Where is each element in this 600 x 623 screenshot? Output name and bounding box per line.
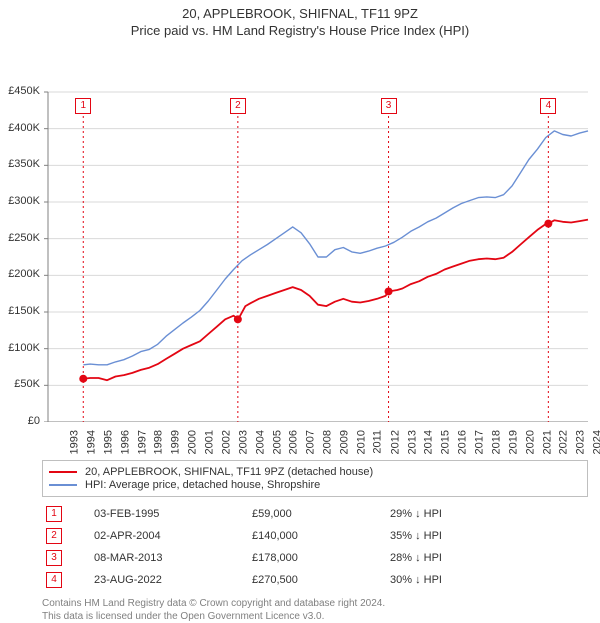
x-tick-label: 2004 (254, 430, 266, 454)
tx-delta: 35% ↓ HPI (386, 525, 588, 547)
table-row: 2 02-APR-2004£140,00035% ↓ HPI (42, 525, 588, 547)
y-tick-label: £200K (2, 268, 40, 280)
x-tick-label: 2007 (305, 430, 317, 454)
y-tick-label: £250K (2, 232, 40, 244)
footer-line: Contains HM Land Registry data © Crown c… (42, 597, 588, 610)
table-row: 3 08-MAR-2013£178,00028% ↓ HPI (42, 547, 588, 569)
x-tick-label: 2022 (558, 430, 570, 454)
x-tick-label: 2015 (440, 430, 452, 454)
x-tick-label: 1993 (68, 430, 80, 454)
y-tick-label: £300K (2, 195, 40, 207)
footer-line: This data is licensed under the Open Gov… (42, 610, 588, 623)
x-tick-label: 2023 (575, 430, 587, 454)
x-tick-label: 2017 (473, 430, 485, 454)
x-tick-label: 2024 (592, 430, 600, 454)
x-tick-label: 2020 (524, 430, 536, 454)
x-tick-label: 2003 (237, 430, 249, 454)
transaction-marker: 3 (381, 98, 397, 114)
x-tick-label: 2010 (355, 430, 367, 454)
x-tick-label: 2021 (541, 430, 553, 454)
x-tick-label: 1998 (153, 430, 165, 454)
x-tick-label: 2008 (322, 430, 334, 454)
tx-delta: 30% ↓ HPI (386, 569, 588, 591)
x-tick-label: 1994 (85, 430, 97, 454)
transaction-marker: 4 (540, 98, 556, 114)
x-tick-label: 2016 (457, 430, 469, 454)
transaction-marker-icon: 4 (46, 572, 62, 588)
transaction-marker-icon: 1 (46, 506, 62, 522)
y-tick-label: £350K (2, 158, 40, 170)
x-tick-label: 2011 (371, 430, 383, 454)
x-tick-label: 2013 (406, 430, 418, 454)
y-tick-label: £400K (2, 122, 40, 134)
x-tick-label: 2019 (507, 430, 519, 454)
page-title-sub: Price paid vs. HM Land Registry's House … (0, 23, 600, 38)
footer-attribution: Contains HM Land Registry data © Crown c… (42, 597, 588, 623)
x-tick-label: 2000 (187, 430, 199, 454)
tx-delta: 28% ↓ HPI (386, 547, 588, 569)
x-tick-label: 1995 (102, 430, 114, 454)
x-tick-label: 1999 (170, 430, 182, 454)
x-tick-label: 2006 (288, 430, 300, 454)
tx-date: 08-MAR-2013 (90, 547, 248, 569)
tx-price: £140,000 (248, 525, 386, 547)
legend-swatch (49, 484, 77, 486)
page-title-address: 20, APPLEBROOK, SHIFNAL, TF11 9PZ (0, 6, 600, 21)
legend-swatch (49, 471, 77, 473)
chart-legend: 20, APPLEBROOK, SHIFNAL, TF11 9PZ (detac… (42, 460, 588, 497)
tx-date: 23-AUG-2022 (90, 569, 248, 591)
legend-label: 20, APPLEBROOK, SHIFNAL, TF11 9PZ (detac… (85, 466, 373, 478)
price-chart: £0£50K£100K£150K£200K£250K£300K£350K£400… (0, 42, 600, 422)
tx-price: £59,000 (248, 503, 386, 525)
tx-price: £270,500 (248, 569, 386, 591)
legend-row-hpi: HPI: Average price, detached house, Shro… (49, 479, 581, 491)
y-tick-label: £100K (2, 342, 40, 354)
y-tick-label: £50K (2, 378, 40, 390)
x-tick-label: 1996 (119, 430, 131, 454)
table-row: 4 23-AUG-2022£270,50030% ↓ HPI (42, 569, 588, 591)
table-row: 1 03-FEB-1995£59,00029% ↓ HPI (42, 503, 588, 525)
legend-label: HPI: Average price, detached house, Shro… (85, 479, 320, 491)
transactions-table: 1 03-FEB-1995£59,00029% ↓ HPI 2 02-APR-2004… (42, 503, 588, 591)
x-tick-label: 1997 (136, 430, 148, 454)
transaction-marker-icon: 2 (46, 528, 62, 544)
transaction-marker: 2 (230, 98, 246, 114)
y-tick-label: £450K (2, 85, 40, 97)
x-tick-label: 2014 (423, 430, 435, 454)
x-tick-label: 2005 (271, 430, 283, 454)
transaction-marker: 1 (75, 98, 91, 114)
x-tick-label: 2001 (203, 430, 215, 454)
transaction-marker-icon: 3 (46, 550, 62, 566)
x-tick-label: 2018 (490, 430, 502, 454)
tx-date: 03-FEB-1995 (90, 503, 248, 525)
tx-date: 02-APR-2004 (90, 525, 248, 547)
x-tick-label: 2012 (389, 430, 401, 454)
x-tick-label: 2009 (338, 430, 350, 454)
tx-delta: 29% ↓ HPI (386, 503, 588, 525)
x-tick-label: 2002 (220, 430, 232, 454)
y-tick-label: £0 (2, 415, 40, 427)
y-tick-label: £150K (2, 305, 40, 317)
tx-price: £178,000 (248, 547, 386, 569)
legend-row-property: 20, APPLEBROOK, SHIFNAL, TF11 9PZ (detac… (49, 466, 581, 478)
